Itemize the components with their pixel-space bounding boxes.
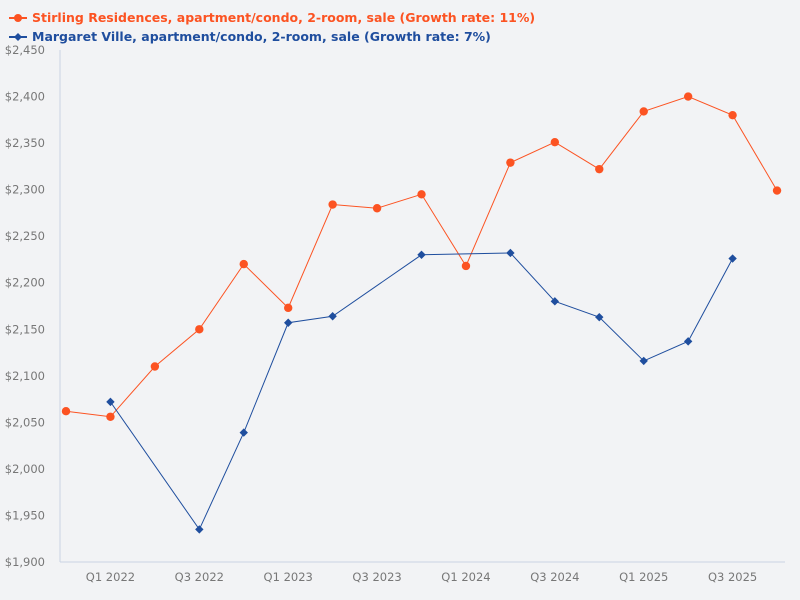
data-point [417,190,426,199]
data-point [506,158,515,167]
x-tick-label: Q3 2023 [352,570,401,584]
x-tick-label: Q1 2022 [86,570,135,584]
legend-item-stirling[interactable]: Stirling Residences, apartment/condo, 2-… [8,8,535,27]
legend-label: Stirling Residences, apartment/condo, 2-… [32,10,536,25]
y-tick-label: $1,950 [5,508,45,522]
circle-marker-icon [9,13,27,22]
data-point [284,303,293,313]
data-point [195,525,204,534]
data-point [506,248,515,258]
x-tick-label: Q3 2022 [175,570,224,584]
data-point [195,325,204,334]
data-point [639,107,648,116]
data-point [106,412,115,421]
data-point [239,259,248,269]
data-point [150,362,160,371]
y-tick-label: $2,150 [5,322,45,336]
y-tick-label: $2,350 [5,136,45,150]
data-point [284,318,293,327]
x-tick-label: Q3 2024 [530,570,579,584]
data-point [372,204,382,213]
data-point [728,110,737,120]
diamond-marker-icon [9,32,27,41]
x-tick-label: Q1 2025 [619,570,668,584]
legend-label: Margaret Ville, apartment/condo, 2-room,… [32,29,491,44]
data-point [61,406,71,416]
series-line-1 [110,252,734,531]
y-tick-label: $2,250 [5,229,45,243]
y-tick-label: $2,000 [5,462,45,476]
data-point [683,337,693,346]
y-tick-label: $2,100 [5,369,45,383]
legend: Stirling Residences, apartment/condo, 2-… [8,8,535,46]
data-point [417,250,426,259]
y-tick-label: $2,200 [5,276,45,290]
data-point [328,312,337,321]
y-tick-label: $2,450 [5,43,45,57]
data-point [683,92,693,101]
data-point [595,312,604,322]
data-point [639,356,648,366]
data-point [550,137,560,147]
data-point [595,164,604,174]
y-tick-label: $2,400 [5,90,45,104]
data-point [106,397,115,407]
data-point [239,428,248,437]
y-tick-label: $1,900 [5,555,45,569]
y-tick-label: $2,300 [5,183,45,197]
data-point [328,200,337,209]
x-tick-label: Q3 2025 [708,570,757,584]
legend-item-margaret[interactable]: Margaret Ville, apartment/condo, 2-room,… [8,27,535,46]
y-tick-label: $2,050 [5,415,45,429]
x-tick-label: Q1 2024 [441,570,490,584]
data-point [461,261,471,271]
data-point [772,186,782,195]
data-point [728,254,737,263]
data-point [550,297,560,306]
x-tick-label: Q1 2023 [264,570,313,584]
